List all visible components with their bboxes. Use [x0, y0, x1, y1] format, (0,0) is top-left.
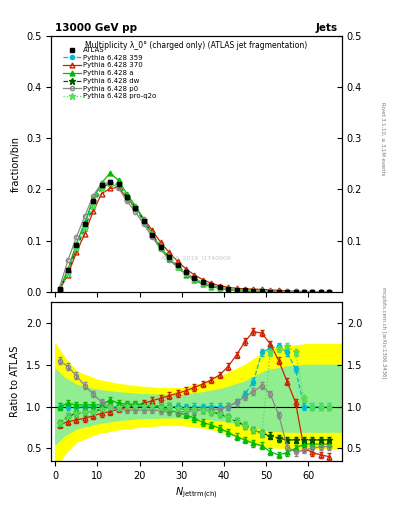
Text: Multiplicity λ_0° (charged only) (ATLAS jet fragmentation): Multiplicity λ_0° (charged only) (ATLAS … [85, 41, 308, 50]
Text: mcplots.cern.ch [arXiv:1306.3436]: mcplots.cern.ch [arXiv:1306.3436] [381, 287, 386, 378]
Y-axis label: fraction/bin: fraction/bin [11, 136, 20, 192]
X-axis label: $N_{\mathregular{jettrm(ch)}}$: $N_{\mathregular{jettrm(ch)}}$ [175, 486, 218, 501]
Text: Rivet 3.1.10, ≥ 3.1M events: Rivet 3.1.10, ≥ 3.1M events [381, 101, 386, 175]
Legend: ATLAS, Pythia 6.428 359, Pythia 6.428 370, Pythia 6.428 a, Pythia 6.428 dw, Pyth: ATLAS, Pythia 6.428 359, Pythia 6.428 37… [61, 44, 160, 102]
Text: 13000 GeV pp: 13000 GeV pp [55, 23, 137, 33]
Text: ATLAS_2019_I1740909: ATLAS_2019_I1740909 [161, 256, 232, 262]
Text: Jets: Jets [316, 23, 338, 33]
Y-axis label: Ratio to ATLAS: Ratio to ATLAS [11, 346, 20, 417]
